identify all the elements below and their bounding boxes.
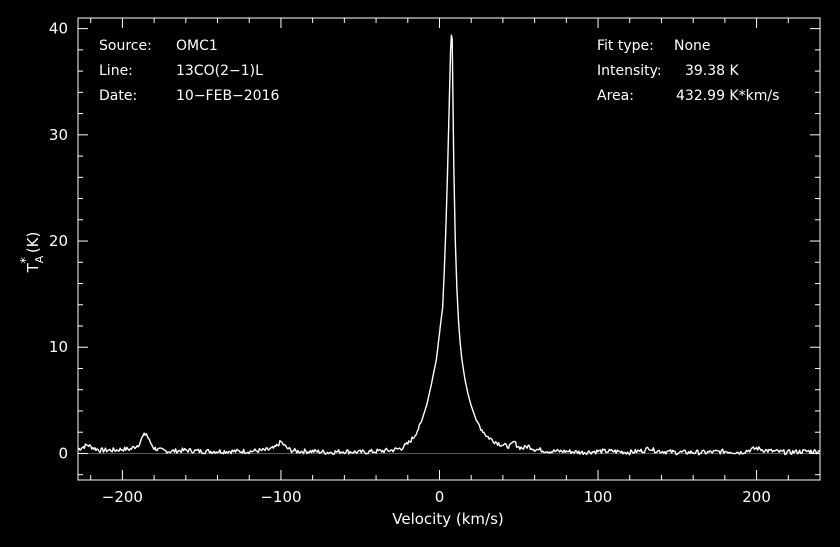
y-axis-label-sub: A [33,255,46,263]
area-value: 432.99 K*km/s [676,88,779,104]
date-label: Date: [99,88,137,104]
axis-ticks [78,18,821,480]
source-label: Source: [99,38,152,54]
y-tick-label: 40 [49,20,68,38]
y-axis-label-unit: (K) [24,232,42,254]
svg-text:TA*(K): TA* (K) [19,232,46,274]
intensity-value: 39.38 K [685,63,740,79]
x-axis-label: Velocity (km/s) [392,510,503,528]
x-tick-label: −100 [260,488,301,506]
info-left: Source: OMC1 Line: 13CO(2−1)L Date: 10−F… [99,38,280,104]
plot-frame [77,17,821,481]
y-axis-label-sup: * [19,257,34,264]
axis-tick-labels: −200 −100 0 100 200 0 10 20 30 40 [49,20,771,506]
x-tick-label: 200 [742,488,771,506]
date-value: 10−FEB−2016 [176,88,280,104]
y-axis-label: TA* (K) [19,232,46,274]
x-tick-label: 0 [435,488,445,506]
line-value: 13CO(2−1)L [176,63,263,79]
area-label: Area: [597,88,634,104]
x-tick-label: 100 [584,488,613,506]
x-tick-label: −200 [102,488,143,506]
y-tick-label: 30 [49,126,68,144]
spectrum-series-line [77,34,821,456]
info-right: Fit type: None Intensity: 39.38 K Area: … [597,38,779,104]
y-axis-label-main: T [24,262,42,273]
y-tick-label: 10 [49,338,68,356]
line-label: Line: [99,63,133,79]
fit-type-value: None [674,38,711,54]
y-tick-label: 20 [49,232,68,250]
intensity-label: Intensity: [597,63,662,79]
source-value: OMC1 [176,38,218,54]
y-tick-label: 0 [58,444,68,462]
fit-type-label: Fit type: [597,38,654,54]
